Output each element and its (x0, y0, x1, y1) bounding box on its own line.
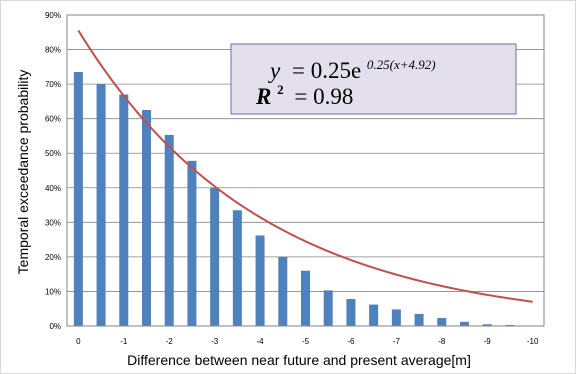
bar (369, 304, 379, 326)
bar (482, 324, 492, 326)
bar (96, 84, 106, 326)
bar (164, 134, 174, 326)
x-tick-label: -8 (438, 337, 446, 346)
bar (414, 313, 424, 326)
y-tick-label: 80% (45, 46, 61, 55)
x-axis-title: Difference between near future and prese… (127, 352, 471, 368)
equation-exponent: 0.25(x+4.92) (367, 57, 436, 72)
bar (73, 72, 83, 327)
bar (346, 299, 356, 326)
equation-line: y = 0.25e 0.25(x+4.92) (268, 57, 436, 83)
bar-series (73, 72, 538, 327)
bar (119, 94, 129, 326)
r-squared-line: R 2 = 0.98 (255, 74, 353, 109)
y-tick-label: 50% (45, 149, 61, 158)
bar (187, 160, 197, 326)
y-tick-label: 10% (45, 287, 61, 296)
bar (460, 321, 469, 326)
bar (278, 256, 288, 326)
bar (323, 290, 333, 326)
bar (232, 210, 242, 326)
bar (505, 324, 515, 326)
x-tick-labels: 0 -1 -2 -3 -4 -5 -6 -7 -8 -9 -10 (76, 337, 539, 346)
y-tick-label: 70% (45, 80, 61, 89)
x-tick-label: -10 (527, 337, 539, 346)
equation-rhs: = 0.25e (292, 58, 361, 83)
y-tick-label: 60% (45, 115, 61, 124)
x-tick-label: -7 (393, 337, 401, 346)
r-squared-lhs: R (255, 84, 271, 109)
x-tick-label: -2 (166, 337, 174, 346)
y-tick-label: 40% (45, 184, 61, 193)
r-squared-rhs: = 0.98 (294, 84, 353, 109)
bar (142, 110, 151, 327)
bar (210, 187, 220, 326)
x-tick-label: -3 (211, 337, 219, 346)
equation-box: y = 0.25e 0.25(x+4.92) R 2 = 0.98 (230, 43, 517, 115)
x-tick-label: -9 (484, 337, 492, 346)
x-tick-label: -4 (257, 337, 265, 346)
bar (391, 309, 401, 326)
r-squared-superscript: 2 (277, 82, 284, 97)
bar (301, 270, 310, 326)
equation-lhs: y (268, 58, 281, 83)
equation-box-background (230, 43, 517, 115)
y-tick-label: 20% (45, 253, 61, 262)
plot-area-border (66, 14, 545, 327)
x-tick-label: 0 (76, 337, 81, 346)
bar (255, 235, 265, 326)
y-tick-label: 0% (49, 322, 61, 331)
x-tick-label: -5 (302, 337, 310, 346)
x-tick-label: -1 (120, 337, 128, 346)
exponential-fit-curve (77, 29, 533, 303)
x-tick-label: -6 (347, 337, 355, 346)
y-tick-label: 30% (45, 218, 61, 227)
y-tick-label: 90% (45, 11, 61, 20)
bar (437, 318, 447, 326)
y-axis-title: Temporal exceedance probability (15, 70, 31, 275)
y-tick-labels: 0% 10% 20% 30% 40% 50% 60% 70% 80% 90% (45, 11, 61, 331)
